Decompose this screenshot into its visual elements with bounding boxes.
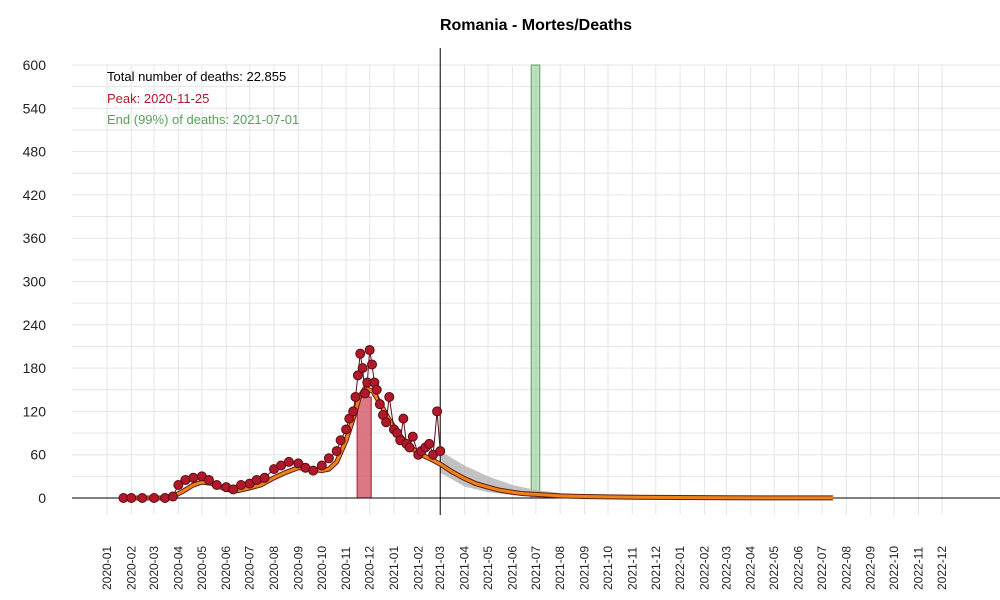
data-point [374,399,385,410]
x-tick-label: 2020-06 [219,546,233,590]
y-tick-label: 60 [30,447,46,463]
x-tick-label: 2022-08 [839,546,853,590]
x-tick-label: 2020-10 [315,546,329,590]
x-tick-label: 2022-04 [744,546,758,590]
y-tick-label: 480 [23,144,47,160]
x-tick-label: 2020-04 [171,546,185,590]
data-point [137,493,148,503]
x-tick-label: 2021-03 [433,546,447,590]
x-tick-label: 2022-03 [719,546,733,590]
data-point [308,465,319,476]
x-tick-label: 2022-07 [815,546,829,590]
y-tick-label: 420 [23,187,47,203]
data-point [335,435,346,446]
y-tick-label: 0 [38,490,46,506]
annotation-end: End (99%) of deaths: 2021-07-01 [107,112,299,127]
data-point [293,458,304,469]
x-tick-label: 2020-01 [100,546,114,590]
data-point [371,384,382,395]
x-tick-label: 2021-10 [601,546,615,590]
data-point [149,493,160,503]
y-tick-label: 540 [23,100,47,116]
data-point [424,438,435,449]
x-tick-label: 2022-11 [911,547,925,590]
data-point [316,460,327,471]
x-tick-label: 2022-09 [864,546,878,590]
data-point [432,406,443,417]
x-tick-label: 2020-11 [339,547,353,590]
end-band [530,64,541,499]
data-point [359,388,370,399]
data-point [173,480,184,491]
data-point [236,480,247,491]
data-point [211,480,222,491]
y-tick-label: 120 [23,403,47,419]
data-point [259,472,270,483]
y-tick-label: 240 [23,317,47,333]
x-tick-label: 2022-10 [887,546,901,590]
data-point [126,493,137,503]
confidence-band [440,451,681,498]
x-tick-label: 2020-05 [195,546,209,590]
prediction-interval [440,451,681,498]
data-point [407,431,418,442]
data-point [323,453,334,464]
data-point [348,406,359,417]
data-point [355,348,366,359]
x-tick-label: 2020-12 [363,546,377,590]
data-point [283,456,294,467]
x-tick-label: 2021-09 [577,546,591,590]
y-tick-label: 180 [23,360,47,376]
x-tick-label: 2021-04 [458,546,472,590]
x-tick-label: 2020-09 [291,546,305,590]
data-point [203,474,214,485]
x-tick-label: 2021-11 [625,547,639,590]
x-tick-label: 2021-01 [387,546,401,590]
data-point [188,472,199,483]
observed-points [118,345,446,503]
data-point [398,413,409,424]
x-tick-label: 2020-02 [124,546,138,590]
x-tick-label: 2021-06 [505,546,519,590]
axes [72,48,1000,515]
data-point [228,484,239,495]
data-point [381,417,392,428]
x-tick-label: 2021-02 [411,546,425,590]
data-point [384,391,395,402]
x-tick-label: 2022-05 [767,546,781,590]
annotation-peak: Peak: 2020-11-25 [107,91,209,106]
annotation-total: Total number of deaths: 22.855 [107,69,286,84]
x-tick-label: 2021-05 [481,546,495,590]
y-tick-label: 300 [23,274,47,290]
data-point [404,442,415,453]
x-tick-label: 2022-12 [935,546,949,590]
y-tick-label: 600 [23,57,47,73]
data-point [367,359,378,370]
data-point [341,424,352,435]
x-tick-label: 2020-07 [243,546,257,590]
x-tick-label: 2022-06 [792,546,806,590]
data-point [167,491,178,502]
chart-title: Romania - Mortes/Deaths [440,17,632,34]
data-point [331,446,342,457]
x-tick-label: 2020-08 [267,546,281,590]
x-tick-label: 2021-12 [649,546,663,590]
data-point [364,345,375,356]
data-point [357,363,368,374]
x-tick-label: 2020-03 [147,546,161,590]
x-tick-label: 2021-07 [529,546,543,590]
data-point [350,391,361,402]
x-tick-label: 2022-01 [673,546,687,590]
x-tick-label: 2021-08 [553,546,567,590]
tick-labels: 0 60 120 180 240 300 360 420 480 540 600 2020-01 202… [23,57,949,590]
x-tick-label: 2022-02 [697,546,711,590]
data-point [352,370,363,381]
peak-band [356,396,372,499]
data-point [435,446,446,457]
y-tick-label: 360 [23,230,47,246]
